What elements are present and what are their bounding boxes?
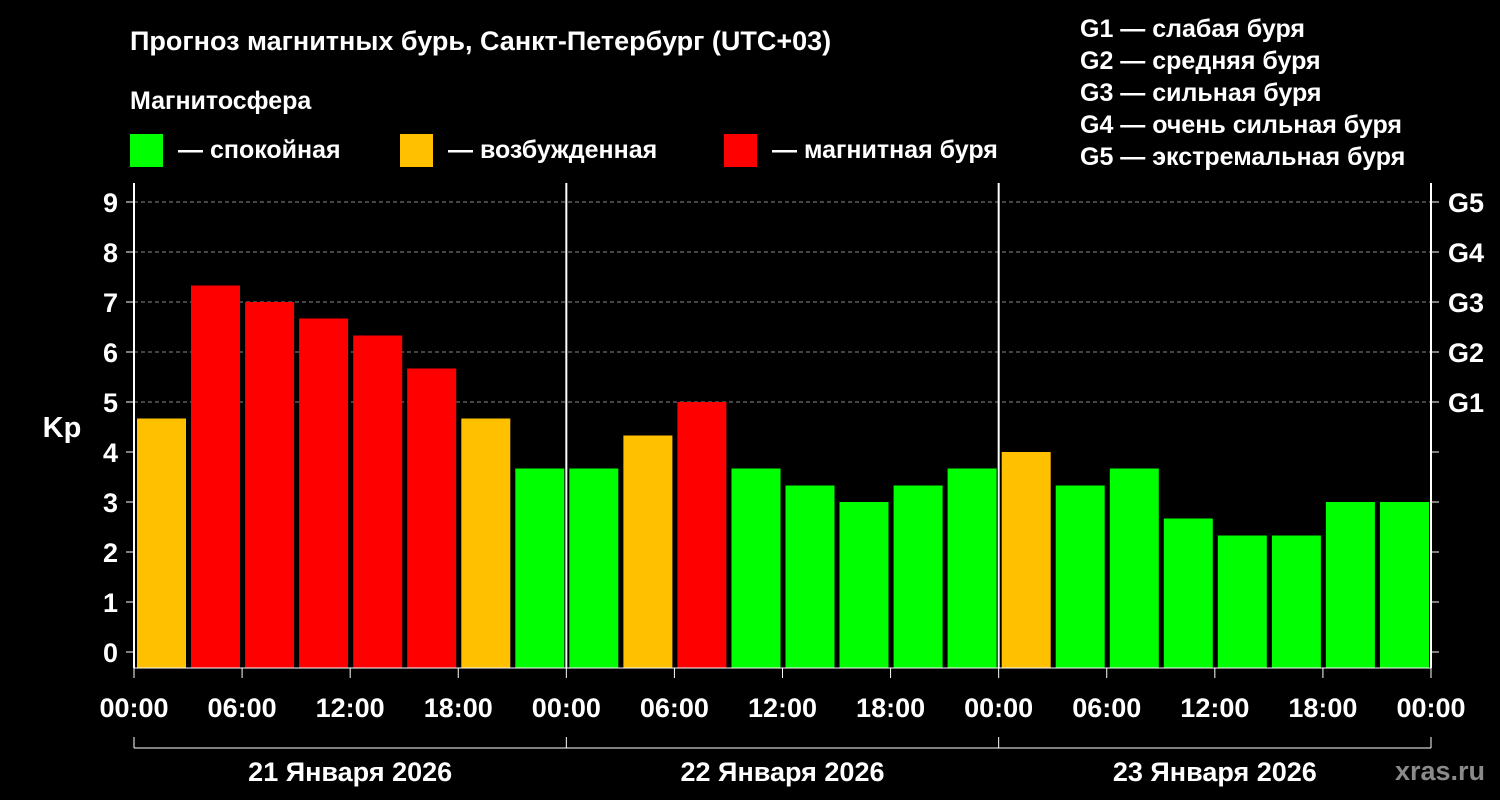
y-tick-label: 1 (103, 588, 118, 618)
x-tick-label: 12:00 (316, 693, 385, 723)
y-tick-label: 6 (103, 338, 118, 368)
x-tick-label: 00:00 (1396, 693, 1465, 723)
y-tick-label: 7 (103, 288, 118, 318)
bar (623, 435, 673, 668)
day-label: 23 Января 2026 (1113, 757, 1317, 787)
storm-tick-label-g4: G4 (1448, 238, 1484, 268)
x-tick-label: 12:00 (748, 693, 817, 723)
y-tick-labels: 0 1 2 3 4 5 6 7 8 9 (103, 188, 118, 668)
y-tick-label: 8 (103, 238, 118, 268)
storm-scale-g3: G3 — сильная буря (1080, 79, 1322, 107)
bar (785, 485, 835, 668)
storm-scale-legend: G1 — слабая буря G2 — средняя буря G3 — … (1080, 15, 1405, 171)
storm-scale-g1: G1 — слабая буря (1080, 15, 1305, 43)
bar (191, 285, 240, 668)
legend-label-excited: — возбужденная (448, 136, 657, 164)
magnetosphere-heading: Магнитосфера (130, 87, 312, 115)
storm-scale-g2: G2 — средняя буря (1080, 47, 1321, 75)
legend-swatch-storm (724, 134, 757, 167)
bar (839, 502, 889, 668)
bar (245, 302, 295, 668)
bar (893, 485, 943, 668)
bar (1271, 535, 1321, 668)
storm-level-tick-labels: G1 G2 G3 G4 G5 (1448, 188, 1484, 418)
legend-swatch-calm (130, 134, 163, 167)
x-tick-label: 18:00 (1288, 693, 1357, 723)
x-tick-label: 00:00 (964, 693, 1033, 723)
grid-lines (134, 201, 1431, 403)
bar (299, 318, 349, 668)
x-tick-label: 06:00 (208, 693, 277, 723)
chart-title: Прогноз магнитных бурь, Санкт-Петербург … (130, 26, 831, 56)
storm-scale-g5: G5 — экстремальная буря (1080, 143, 1405, 171)
bar (137, 418, 186, 668)
bar (1055, 485, 1105, 668)
x-tick-label: 18:00 (856, 693, 925, 723)
x-tick-label: 06:00 (640, 693, 709, 723)
magnetosphere-legend: — спокойная — возбужденная — магнитная б… (130, 134, 998, 167)
bar (1001, 452, 1051, 668)
bar (731, 468, 781, 668)
x-tick-label: 12:00 (1180, 693, 1249, 723)
y-tick-label: 3 (103, 488, 118, 518)
x-tick-label: 00:00 (532, 693, 601, 723)
y-tick-label: 2 (103, 538, 118, 568)
bar (407, 368, 457, 668)
bar (1325, 502, 1375, 668)
watermark: xras.ru (1395, 756, 1485, 786)
storm-tick-label-g1: G1 (1448, 388, 1484, 418)
y-axis-label: Kp (43, 412, 82, 444)
axes (126, 183, 1439, 749)
y-tick-label: 9 (103, 188, 118, 218)
x-tick-label: 18:00 (424, 693, 493, 723)
bar (1163, 518, 1213, 668)
bar (461, 418, 511, 668)
day-label: 21 Января 2026 (248, 757, 452, 787)
bar (677, 402, 727, 668)
bar (1380, 502, 1429, 668)
day-label: 22 Января 2026 (681, 757, 885, 787)
y-tick-label: 4 (103, 438, 118, 468)
bar (1217, 535, 1267, 668)
legend-swatch-excited (400, 134, 433, 167)
y-tick-label: 5 (103, 388, 118, 418)
bar (515, 468, 565, 668)
bars (137, 285, 1429, 668)
legend-label-calm: — спокойная (178, 136, 341, 164)
storm-scale-g4: G4 — очень сильная буря (1080, 111, 1402, 139)
storm-tick-label-g3: G3 (1448, 288, 1484, 318)
y-tick-label: 0 (103, 638, 118, 668)
day-labels: 21 Января 2026 22 Января 2026 23 Января 20… (248, 757, 1317, 787)
x-tick-label: 00:00 (99, 693, 168, 723)
storm-tick-label-g5: G5 (1448, 188, 1484, 218)
x-tick-labels: 00:00 06:00 12:00 18:00 00:00 06:00 12:00 18:00… (99, 693, 1465, 723)
bar (569, 468, 619, 668)
bar (353, 335, 403, 668)
legend-label-storm: — магнитная буря (772, 136, 998, 164)
storm-tick-label-g2: G2 (1448, 338, 1484, 368)
bar (1109, 468, 1159, 668)
x-tick-label: 06:00 (1072, 693, 1141, 723)
bar (947, 468, 997, 668)
